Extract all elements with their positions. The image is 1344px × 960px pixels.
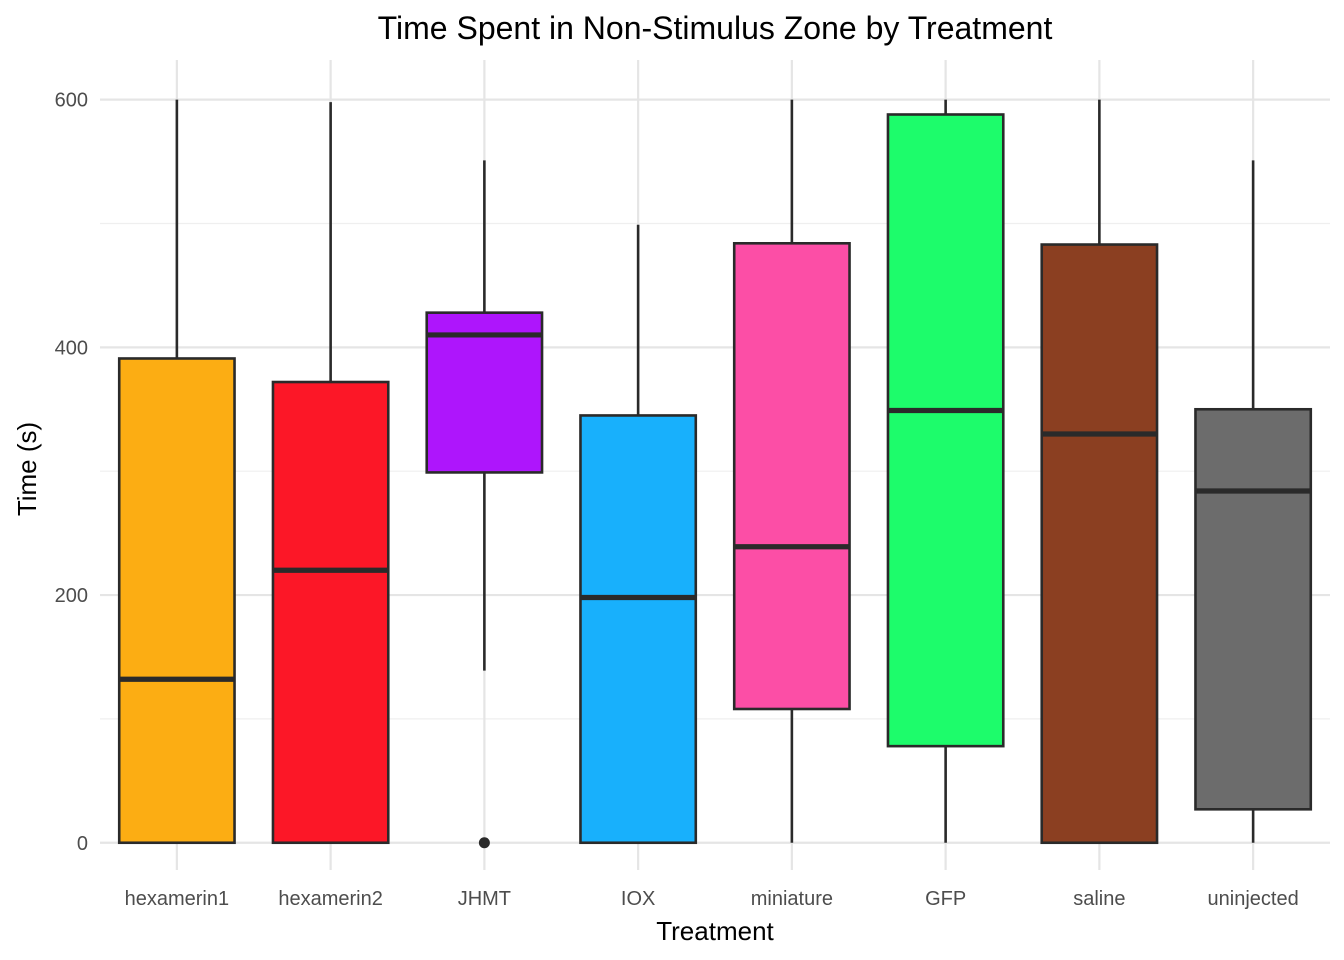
box-body (1040, 243, 1159, 845)
box-group (1194, 160, 1313, 843)
box-layer (117, 99, 1313, 849)
box-body (425, 311, 544, 474)
y-tick-label: 600 (55, 90, 88, 112)
box-body (271, 380, 390, 845)
box-body (732, 242, 851, 711)
y-tick-label: 200 (55, 585, 88, 607)
x-tick-label: hexamerin2 (278, 888, 383, 910)
box-group (117, 99, 236, 845)
x-tick-label: GFP (925, 888, 966, 910)
y-tick-label: 400 (55, 337, 88, 359)
box-group (425, 160, 544, 849)
outlier-point (478, 837, 490, 849)
chart-title: Time Spent in Non-Stimulus Zone by Treat… (378, 10, 1053, 46)
axis-layer: 0 200 400 600 hexamerin1 hexamerin2 JHMT IOX min… (55, 90, 1299, 910)
x-tick-label: saline (1073, 888, 1125, 910)
x-tick-label: uninjected (1208, 888, 1299, 910)
y-axis-title: Time (s) (12, 422, 42, 516)
x-axis-title: Treatment (656, 916, 774, 946)
box-group (579, 224, 698, 845)
x-tick-label: miniature (751, 888, 833, 910)
box-group (1040, 99, 1159, 845)
box-group (886, 99, 1005, 843)
box-body (886, 113, 1005, 748)
box-body (579, 414, 698, 845)
y-tick-label: 0 (77, 833, 88, 855)
box-body (117, 357, 236, 845)
x-tick-label: JHMT (458, 888, 511, 910)
box-body (1194, 407, 1313, 811)
box-group (732, 99, 851, 843)
box-group (271, 102, 390, 845)
x-tick-label: hexamerin1 (125, 888, 230, 910)
x-tick-label: IOX (621, 888, 655, 910)
